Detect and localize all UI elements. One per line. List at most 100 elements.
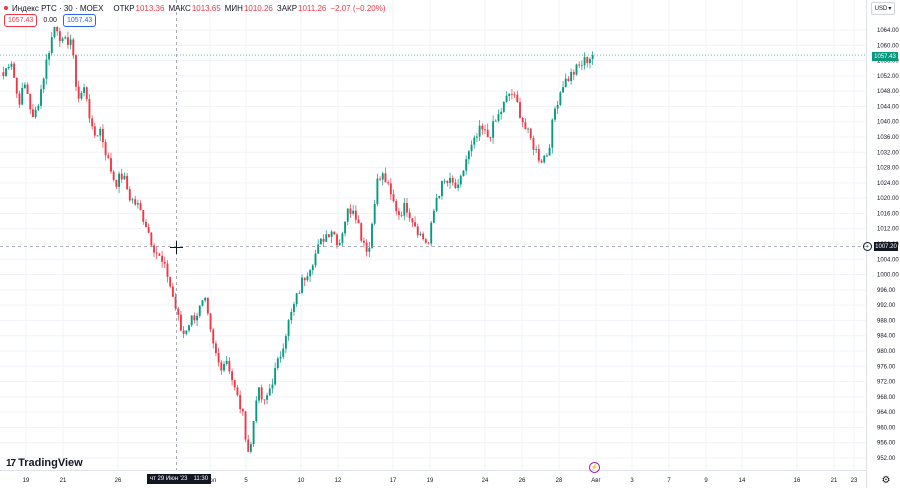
market-flag-icon (4, 6, 8, 10)
candle-body (107, 155, 110, 159)
candle-body (481, 125, 484, 130)
candle-body (545, 155, 548, 157)
candle-body (23, 84, 26, 88)
candle-body (564, 78, 567, 88)
candle-body (505, 95, 508, 102)
candle-body (311, 265, 314, 271)
candle-body (578, 64, 581, 66)
last-price-label: 1057.43 (872, 52, 898, 61)
price-tick-label: 1044.00 (877, 104, 899, 110)
candle-body (166, 263, 169, 277)
lightning-event-icon[interactable]: ⚡ (589, 462, 600, 473)
time-tick-label: 19 (427, 478, 434, 484)
candle-body (341, 233, 344, 243)
candle-body (271, 384, 274, 389)
candle-body (120, 173, 123, 180)
candle-body (330, 231, 333, 237)
candle-body (591, 55, 594, 59)
candle-body (432, 210, 435, 223)
candle-body (18, 93, 21, 105)
legend-header: Индекс РТС · 30 · MOEX ОТКР 1013.36 МАКС… (4, 2, 386, 14)
candle-body (449, 177, 451, 183)
time-tick-label: 19 (23, 478, 30, 484)
candle-body (5, 68, 7, 76)
candle-body (118, 173, 120, 187)
currency-button[interactable]: USD ▾ (871, 2, 895, 15)
candle-body (521, 117, 524, 123)
candle-body (427, 242, 430, 244)
price-tick-label: 1060.00 (877, 43, 899, 49)
candle-body (438, 196, 441, 198)
candle-body (478, 125, 481, 137)
symbol-title[interactable]: Индекс РТС · 30 · MOEX (12, 3, 104, 13)
candle-body (309, 270, 312, 277)
time-tick-label: 17 (390, 478, 397, 484)
candle-body (255, 400, 258, 422)
candle-body (91, 118, 94, 127)
candle-body (338, 242, 341, 246)
settings-icon[interactable]: ⚙ (881, 474, 891, 486)
time-tick-label: 16 (794, 478, 801, 484)
candle-body (276, 358, 279, 369)
candle-body (406, 203, 408, 213)
candle-body (236, 387, 239, 396)
trade-buttons: 1057.43 0.00 1057.43 (4, 14, 97, 27)
candle-body (422, 233, 425, 240)
sell-button[interactable]: 1057.43 (4, 14, 38, 27)
candle-body (319, 238, 322, 245)
candle-body (567, 78, 570, 82)
candle-body (583, 57, 586, 66)
candle-body (177, 308, 180, 315)
candle-body (346, 208, 349, 222)
time-tick-label: 28 (556, 478, 563, 484)
candle-body (540, 160, 543, 163)
candle-body (293, 304, 295, 312)
currency-label: USD (874, 5, 888, 12)
candle-body (548, 147, 551, 156)
candle-body (492, 121, 495, 138)
price-tick-label: 1024.00 (877, 181, 899, 187)
tradingview-logo[interactable]: 17 TradingView (6, 457, 83, 469)
candle-body (502, 101, 505, 112)
candle-body (379, 178, 382, 180)
candle-body (188, 325, 190, 331)
candle-body (53, 26, 56, 38)
candle-body (249, 444, 252, 452)
time-tick-label: 23 (851, 478, 858, 484)
target-icon[interactable]: + (863, 242, 872, 251)
tradingview-logo-icon: 17 (6, 457, 16, 469)
candle-body (88, 99, 91, 119)
price-tick-label: 1040.00 (877, 120, 899, 126)
price-tick-label: 956.00 (877, 441, 896, 447)
candle-body (228, 360, 231, 372)
candle-body (220, 362, 223, 371)
candle-body (48, 53, 51, 60)
candle-body (145, 221, 147, 228)
candle-body (435, 197, 438, 211)
crosshair-time-date: чт 29 Июн '23 (150, 476, 188, 482)
price-tick-label: 1056.00 (877, 59, 899, 65)
candle-body (75, 55, 77, 87)
candle-body (570, 72, 573, 82)
candle-body (252, 421, 255, 445)
price-axis[interactable]: 952.00 956.00 960.00 964.00 968.00 972.00 976.… (877, 28, 899, 462)
price-tick-label: 972.00 (877, 380, 896, 386)
candle-body (362, 240, 365, 243)
candle-body (163, 261, 166, 264)
candle-body (333, 231, 336, 235)
candle-body (462, 170, 465, 176)
candle-body (580, 65, 583, 67)
buy-button[interactable]: 1057.43 (62, 14, 97, 27)
candle-body (115, 179, 118, 187)
candle-body (322, 238, 325, 242)
candle-body (128, 189, 131, 201)
candle-body (2, 72, 5, 76)
candle-body (150, 232, 153, 246)
candle-body (134, 199, 137, 205)
candle-body (414, 222, 416, 227)
candle-body (360, 223, 363, 241)
open-value: 1013.36 (135, 3, 165, 13)
candle-body (494, 120, 497, 122)
candle-body (139, 203, 142, 210)
